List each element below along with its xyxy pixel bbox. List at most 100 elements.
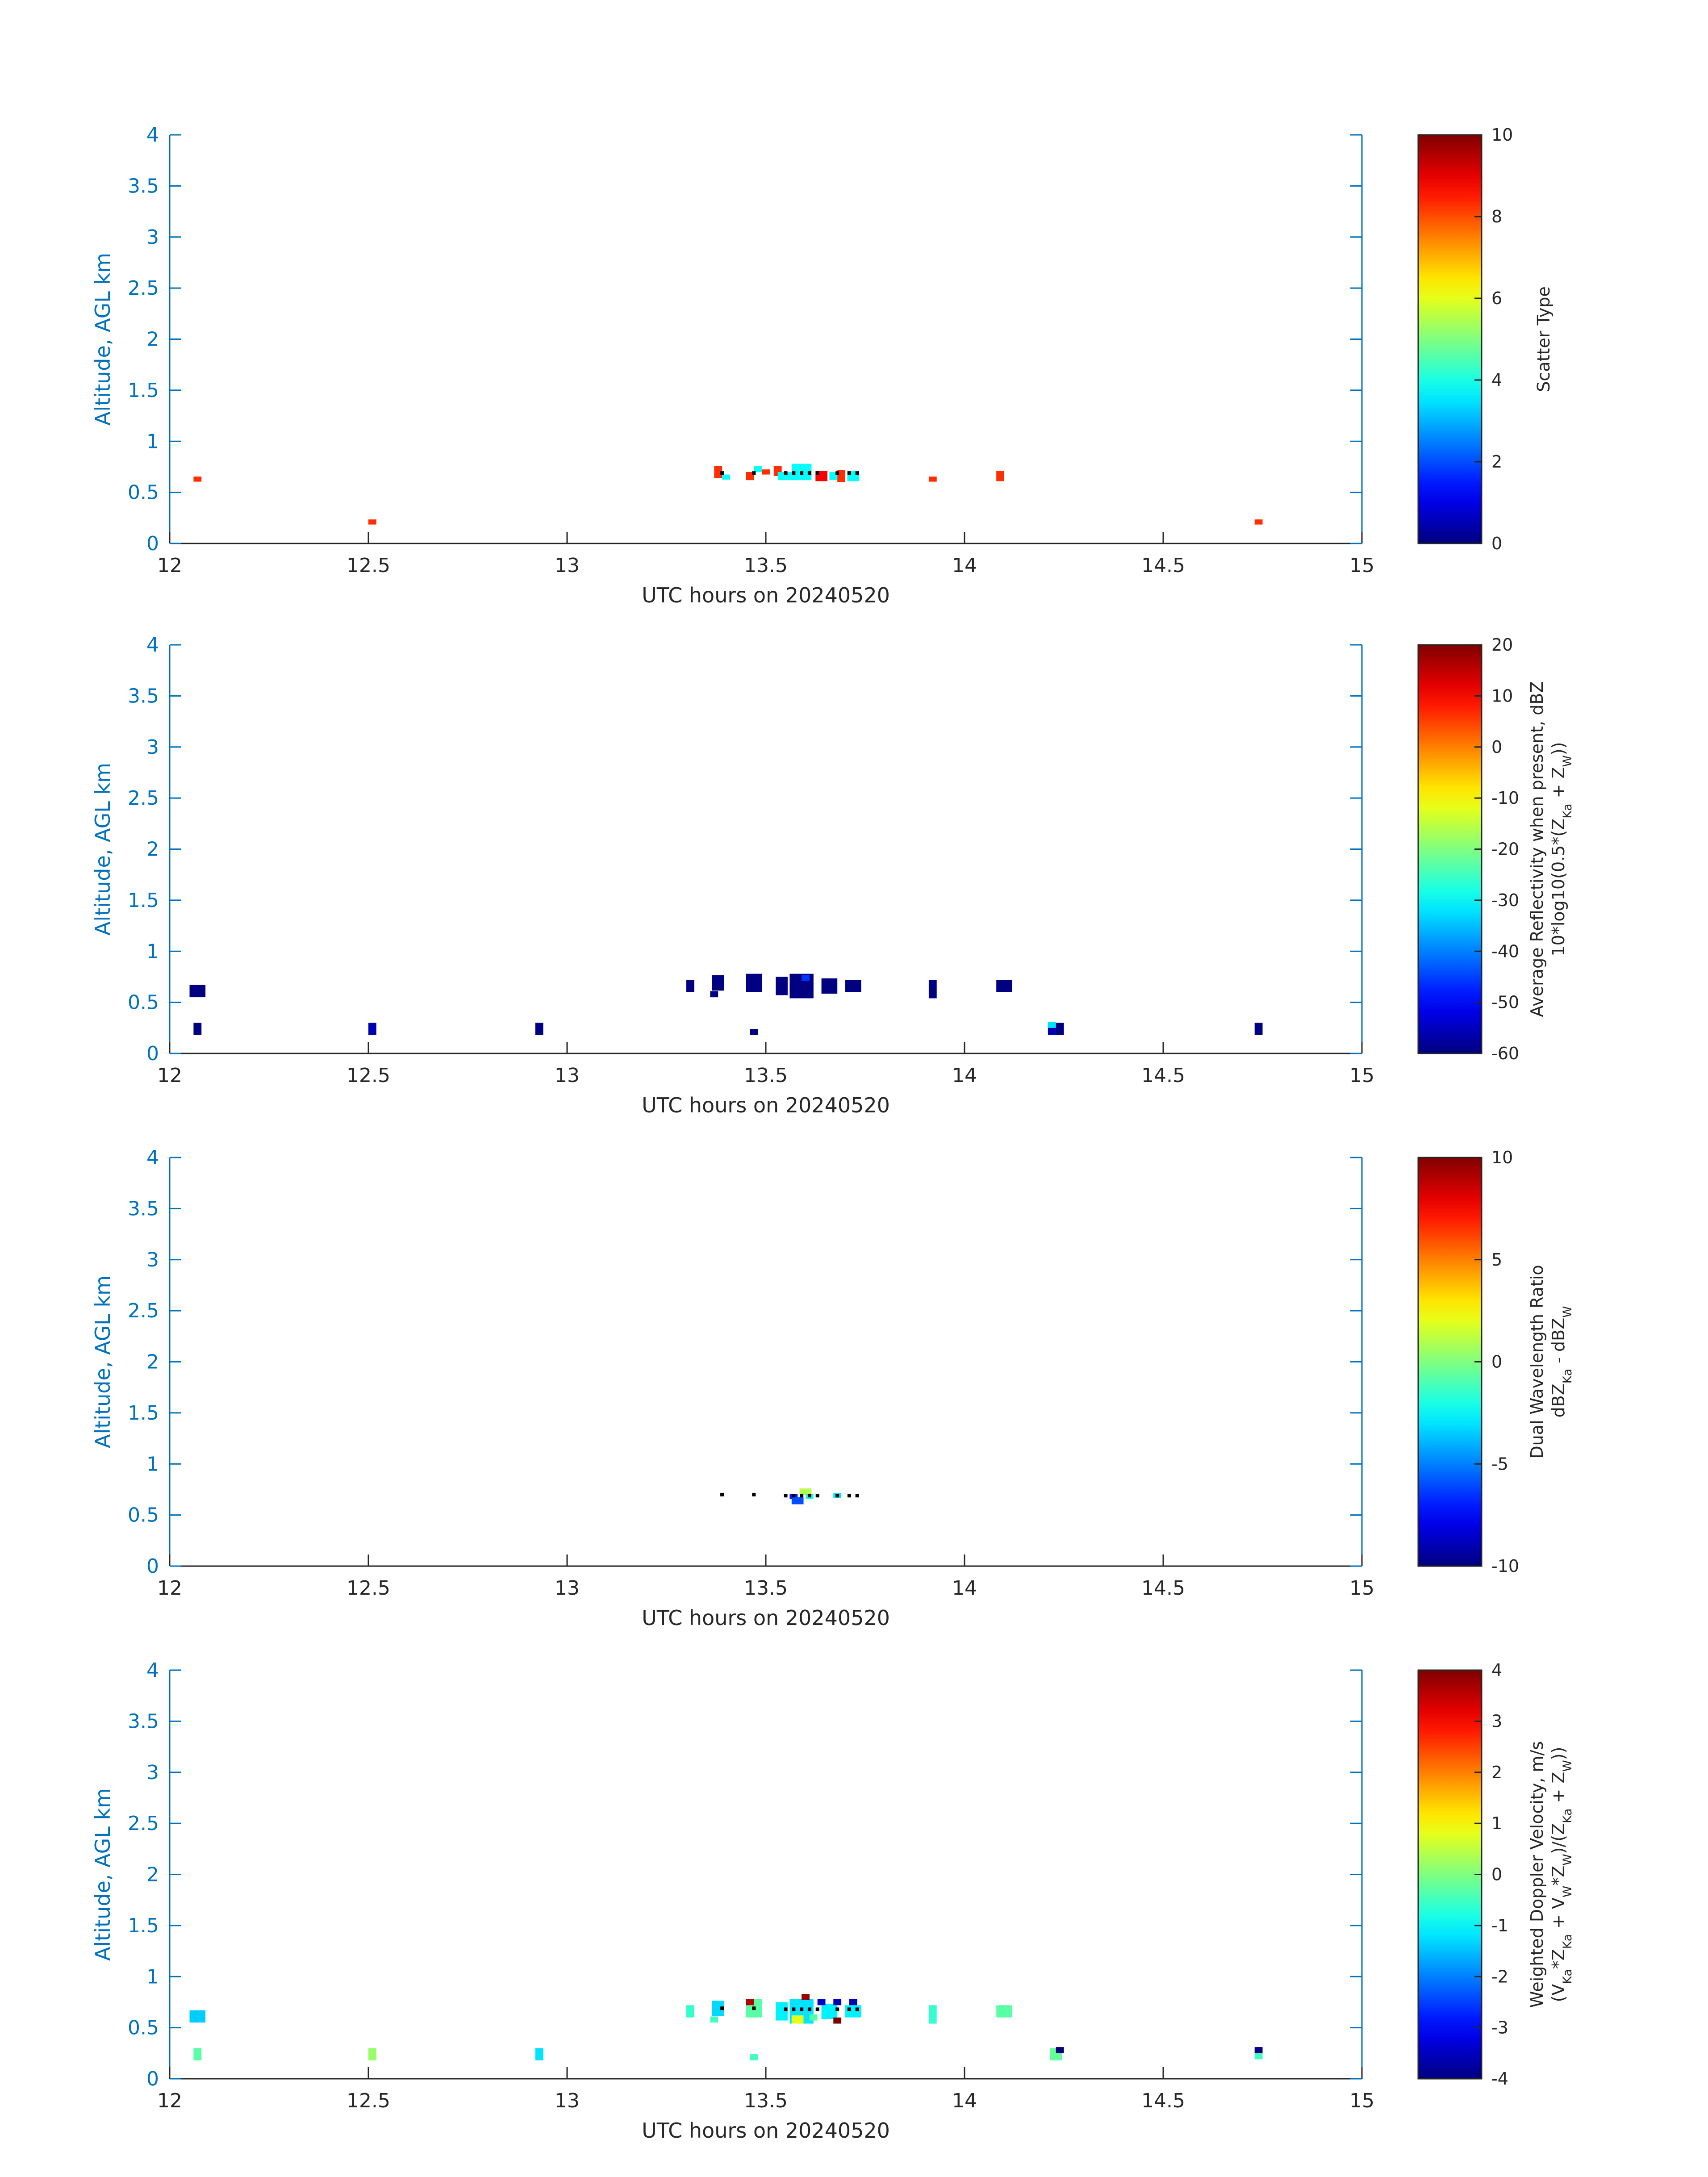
y-tick-label: 0 — [146, 1042, 159, 1065]
colorbar-tick-label: 6 — [1491, 288, 1502, 308]
x-tick-label: 14 — [952, 1064, 977, 1087]
data-cell — [746, 472, 754, 481]
x-tick-label: 14.5 — [1141, 554, 1185, 577]
y-tick-label: 0.5 — [128, 1504, 159, 1527]
panel-1: 12 12.5 13 13.5 14 14.5 15 0 0.5 1 1.5 2 2.5 3 3.5 4 UTC… — [91, 124, 1553, 607]
marker-dot — [807, 2007, 811, 2011]
marker-dot — [847, 2007, 851, 2011]
data-cell — [817, 1999, 826, 2006]
x-tick-label: 14 — [952, 1577, 977, 1600]
x-axis-label: UTC hours on 20240520 — [642, 1093, 890, 1117]
marker-dot — [835, 471, 839, 475]
data-cell — [535, 2048, 543, 2060]
x-tick-label: 12.5 — [347, 1064, 390, 1087]
x-tick-label: 12.5 — [347, 554, 390, 577]
data-cell — [1254, 2053, 1263, 2060]
x-tick-label: 12 — [157, 1064, 182, 1087]
data-cell — [928, 476, 937, 482]
colorbar-label: Average Reflectivity when present, dBZ 10… — [1527, 681, 1574, 1017]
x-tick-label: 13.5 — [744, 2089, 788, 2112]
colorbar-tick-label: 0 — [1491, 534, 1502, 553]
colorbar — [1417, 644, 1482, 1054]
data-cell — [802, 1994, 810, 2000]
data-cell — [754, 466, 762, 472]
data-cell — [368, 1023, 376, 1035]
y-tick-label: 1.5 — [128, 379, 159, 402]
marker-dot — [847, 1494, 851, 1498]
x-tick-label: 12 — [157, 554, 182, 577]
colorbar-label: Dual Wavelength Ratio dBZKa - dBZW — [1527, 1265, 1574, 1458]
data-cell — [776, 2002, 788, 2021]
data-cell — [802, 974, 810, 981]
panel-2: 12 12.5 13 13.5 14 14.5 15 0 0.5 1 1.5 2 2.5 3 3.5 4 UTC… — [91, 634, 1574, 1117]
x-tick-label: 12 — [157, 2089, 182, 2112]
colorbar-label: Weighted Doppler Velocity, m/s (VKa*ZKa +… — [1527, 1741, 1574, 2008]
colorbar-tick-label: 0 — [1491, 1865, 1502, 1885]
marker-dot — [807, 1494, 811, 1498]
colorbar-tick-label: -4 — [1491, 2069, 1508, 2089]
panel-4: 12 12.5 13 13.5 14 14.5 1500.511.522.533.54UTC… — [91, 1659, 1574, 2143]
x-tick-label: 14.5 — [1141, 1064, 1185, 1087]
data-cell — [928, 2005, 937, 2024]
data-cell — [791, 1497, 804, 1504]
x-tick-label: 13 — [555, 554, 580, 577]
marker-dot — [847, 471, 851, 475]
x-axis-label: UTC hours on 20240520 — [642, 583, 890, 607]
y-tick-label: 0 — [146, 532, 159, 555]
colorbar-tick-label: 20 — [1491, 635, 1513, 655]
x-tick-label: 14.5 — [1141, 1577, 1185, 1600]
marker-dot — [815, 1494, 819, 1498]
marker-dot — [784, 471, 788, 475]
y-tick-label: 2 — [146, 328, 159, 351]
y-tick-label: 0 — [146, 1555, 159, 1578]
colorbar-tick-label: -2 — [1491, 1967, 1508, 1986]
data-cell — [750, 1029, 758, 1035]
colorbar-tick-label: -30 — [1491, 890, 1519, 910]
marker-dot — [720, 471, 724, 475]
x-axis-label: UTC hours on 20240520 — [642, 2119, 890, 2143]
colorbar — [1417, 134, 1482, 544]
y-tick-label: 1 — [146, 1453, 159, 1475]
y-tick-label: 2.5 — [128, 277, 159, 300]
y-tick-label: 3.5 — [128, 1197, 159, 1220]
y-tick-label: 3 — [146, 736, 159, 759]
data-cell — [1254, 1023, 1263, 1035]
y-tick-label: 2 — [146, 838, 159, 861]
x-tick-label: 15 — [1349, 554, 1374, 577]
data-cell — [368, 519, 376, 525]
y-tick-label: 4 — [146, 1659, 159, 1682]
colorbar-tick-label: 10 — [1491, 125, 1513, 145]
y-tick-label: 1.5 — [128, 1402, 159, 1425]
marker-dot — [800, 1494, 804, 1498]
marker-dot — [720, 1492, 724, 1496]
colorbar-tick-label: -50 — [1491, 993, 1519, 1012]
marker-dot — [792, 1494, 796, 1498]
colorbar-tick-label: 10 — [1491, 686, 1513, 706]
x-tick-label: 15 — [1349, 1577, 1374, 1600]
data-cell — [189, 2010, 206, 2023]
y-tick-label: 1 — [146, 940, 159, 963]
y-tick-label: 1.5 — [128, 889, 159, 912]
x-tick-label: 13 — [555, 2089, 580, 2112]
data-cell — [821, 2003, 838, 2019]
y-tick-label: 3 — [146, 226, 159, 249]
marker-dot — [752, 2006, 756, 2010]
x-tick-label: 13.5 — [744, 554, 788, 577]
data-cell — [799, 1488, 812, 1495]
data-cell — [829, 472, 838, 481]
data-cell — [189, 985, 206, 998]
y-tick-label: 0.5 — [128, 2017, 159, 2039]
data-cell — [1254, 2047, 1263, 2053]
y-tick-label: 3.5 — [128, 1710, 159, 1733]
marker-dot — [815, 2007, 819, 2011]
y-axis-label: Altitude, AGL km — [91, 1788, 115, 1961]
colorbar-label: Scatter Type — [1534, 286, 1553, 392]
colorbar-tick-label: 3 — [1491, 1711, 1502, 1731]
marker-dot — [855, 471, 859, 475]
marker-dot — [784, 2007, 788, 2011]
x-tick-label: 15 — [1349, 2089, 1374, 2112]
data-cell — [750, 2054, 758, 2060]
x-tick-label: 14 — [952, 554, 977, 577]
data-cell — [845, 980, 861, 992]
